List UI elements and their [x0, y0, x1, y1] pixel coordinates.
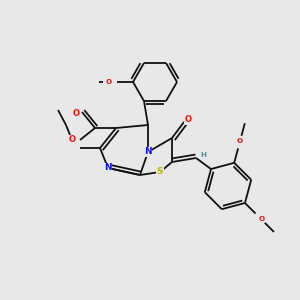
Text: H: H	[200, 152, 206, 158]
Text: O: O	[73, 110, 80, 118]
Text: O: O	[237, 138, 243, 144]
Text: O: O	[106, 79, 112, 85]
Text: N: N	[104, 164, 112, 172]
Text: O: O	[68, 136, 76, 145]
Text: O: O	[258, 216, 264, 222]
Text: S: S	[157, 167, 163, 176]
Text: O: O	[184, 116, 191, 124]
Text: N: N	[144, 148, 152, 157]
